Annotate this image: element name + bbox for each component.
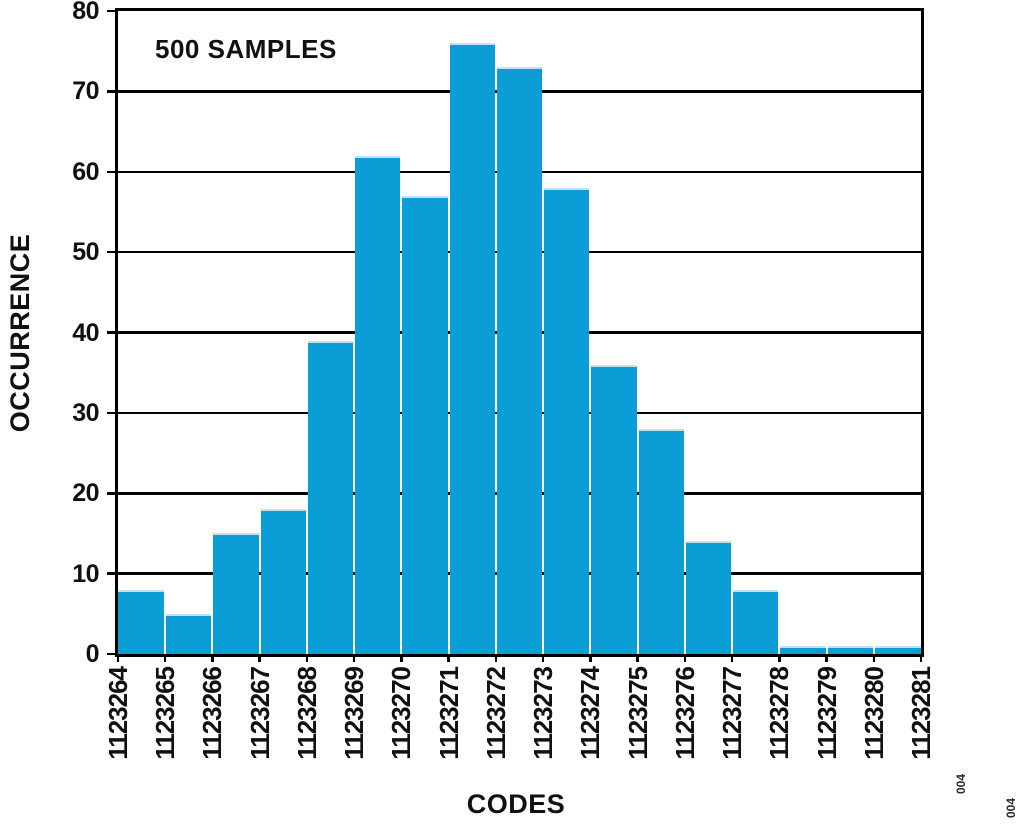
x-tick-label: 1123273 xyxy=(528,667,559,760)
x-tick-label: 1123269 xyxy=(339,667,370,760)
x-tick-mark xyxy=(163,657,167,662)
y-tick-mark xyxy=(107,9,115,13)
y-tick-label: 80 xyxy=(72,0,99,25)
x-tick-mark xyxy=(116,657,120,662)
histogram-bar xyxy=(118,589,165,654)
samples-annotation: 500 SAMPLES xyxy=(155,34,337,64)
x-tick-mark xyxy=(305,657,309,662)
histogram-bar xyxy=(827,645,873,654)
histogram-bar xyxy=(733,589,779,654)
plot-area xyxy=(118,11,921,654)
x-tick-mark xyxy=(919,657,923,662)
x-tick-mark xyxy=(778,657,781,662)
y-tick-mark xyxy=(107,411,115,415)
x-tick-label: 1123281 xyxy=(906,667,936,760)
x-tick-label: 1123271 xyxy=(433,667,464,760)
histogram-bar xyxy=(166,613,212,654)
histogram-bar xyxy=(685,541,732,654)
y-tick-mark xyxy=(107,170,115,173)
y-tick-label: 50 xyxy=(72,238,99,267)
x-tick-mark xyxy=(352,657,356,662)
histogram-bar xyxy=(638,428,684,654)
y-tick-label: 0 xyxy=(85,640,100,668)
y-tick-mark xyxy=(107,572,115,575)
x-tick-label: 1123280 xyxy=(858,667,889,760)
y-tick-label: 20 xyxy=(72,479,99,508)
histogram-bar xyxy=(213,533,259,654)
y-tick-mark xyxy=(107,492,115,495)
histogram-bar xyxy=(544,187,590,654)
x-axis-title: CODES xyxy=(466,789,566,819)
figure-number-watermark: 004 xyxy=(954,773,968,795)
histogram-bar xyxy=(355,155,401,654)
x-tick-mark xyxy=(825,657,828,662)
histogram-bar xyxy=(402,195,448,654)
x-tick-mark xyxy=(636,657,639,662)
x-tick-label: 1123279 xyxy=(811,667,842,760)
x-tick-mark xyxy=(211,657,214,662)
x-tick-mark xyxy=(258,657,261,662)
histogram-bar xyxy=(496,67,543,654)
x-tick-mark xyxy=(683,657,687,662)
x-tick-mark xyxy=(494,657,498,662)
histogram-bar xyxy=(874,645,921,654)
x-tick-label: 1123268 xyxy=(291,667,322,760)
y-tick-label: 10 xyxy=(72,559,99,588)
x-tick-mark xyxy=(400,657,403,662)
x-tick-label: 1123275 xyxy=(622,667,653,760)
y-tick-mark xyxy=(107,250,115,254)
histogram-bar xyxy=(780,645,826,654)
y-tick-mark xyxy=(107,652,115,656)
x-tick-mark xyxy=(872,657,875,662)
x-tick-mark xyxy=(447,657,450,662)
x-tick-mark xyxy=(541,657,545,662)
x-tick-mark xyxy=(589,657,592,662)
histogram-bar xyxy=(307,340,354,654)
x-tick-label: 1123265 xyxy=(150,667,181,760)
histogram-bar xyxy=(591,364,637,654)
x-tick-mark xyxy=(730,657,734,662)
y-tick-mark xyxy=(107,90,115,93)
y-tick-label: 30 xyxy=(72,398,99,427)
x-tick-label: 1123266 xyxy=(197,667,228,760)
figure-number-watermark: 004 xyxy=(1004,797,1018,819)
x-tick-label: 1123264 xyxy=(103,667,133,760)
x-tick-label: 1123267 xyxy=(244,667,275,760)
y-tick-label: 40 xyxy=(72,318,99,347)
x-tick-label: 1123272 xyxy=(480,667,511,760)
x-tick-label: 1123270 xyxy=(386,667,417,760)
x-tick-label: 1123276 xyxy=(669,667,700,760)
x-tick-label: 1123278 xyxy=(764,667,795,760)
histogram-bar xyxy=(260,509,306,654)
x-tick-label: 1123277 xyxy=(717,667,748,760)
histogram-bar xyxy=(449,43,495,654)
y-tick-label: 70 xyxy=(72,77,99,106)
x-tick-label: 1123274 xyxy=(575,667,606,760)
y-tick-mark xyxy=(107,331,115,334)
y-tick-label: 60 xyxy=(72,157,99,186)
